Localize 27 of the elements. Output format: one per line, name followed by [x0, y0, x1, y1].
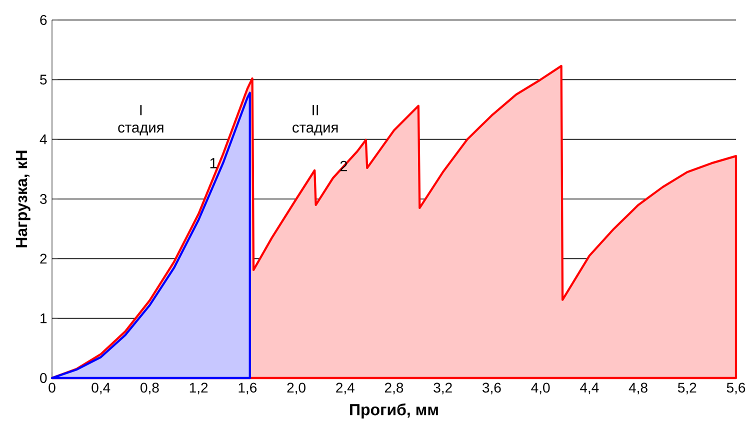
y-tick-label: 0 — [40, 373, 47, 383]
x-axis-title: Прогиб, мм — [350, 403, 438, 418]
y-tick-label: 2 — [40, 254, 47, 264]
x-tick-label: 3,6 — [482, 382, 501, 394]
x-tick-label: 2,8 — [384, 382, 404, 394]
annotation: I стадия — [118, 105, 164, 136]
y-tick-label: 6 — [40, 15, 47, 25]
x-tick-label: 1,2 — [190, 382, 208, 394]
x-tick-label: 4,4 — [580, 382, 599, 394]
x-tick-label: 0 — [48, 382, 56, 393]
x-tick-label: 2,0 — [287, 382, 306, 394]
x-tick-label: 1,6 — [238, 382, 257, 394]
x-tick-label: 5,2 — [678, 382, 696, 394]
y-tick-label: 5 — [40, 74, 47, 85]
y-axis-title: Нагрузка, кН — [16, 150, 30, 248]
x-tick-label: 4,8 — [628, 382, 648, 394]
x-tick-label: 0,8 — [140, 382, 159, 394]
x-tick-label: 5,6 — [726, 382, 746, 394]
x-tick-label: 4,0 — [531, 382, 550, 394]
y-tick-label: 1 — [40, 314, 47, 324]
annotation: II стадия — [292, 105, 338, 136]
series-label: 1 — [210, 158, 217, 168]
x-tick-label: 2,4 — [336, 382, 354, 394]
x-tick-label: 3,2 — [434, 382, 452, 394]
y-tick-label: 3 — [40, 194, 47, 204]
y-tick-label: 4 — [40, 134, 47, 144]
x-tick-label: 0,4 — [92, 382, 110, 394]
